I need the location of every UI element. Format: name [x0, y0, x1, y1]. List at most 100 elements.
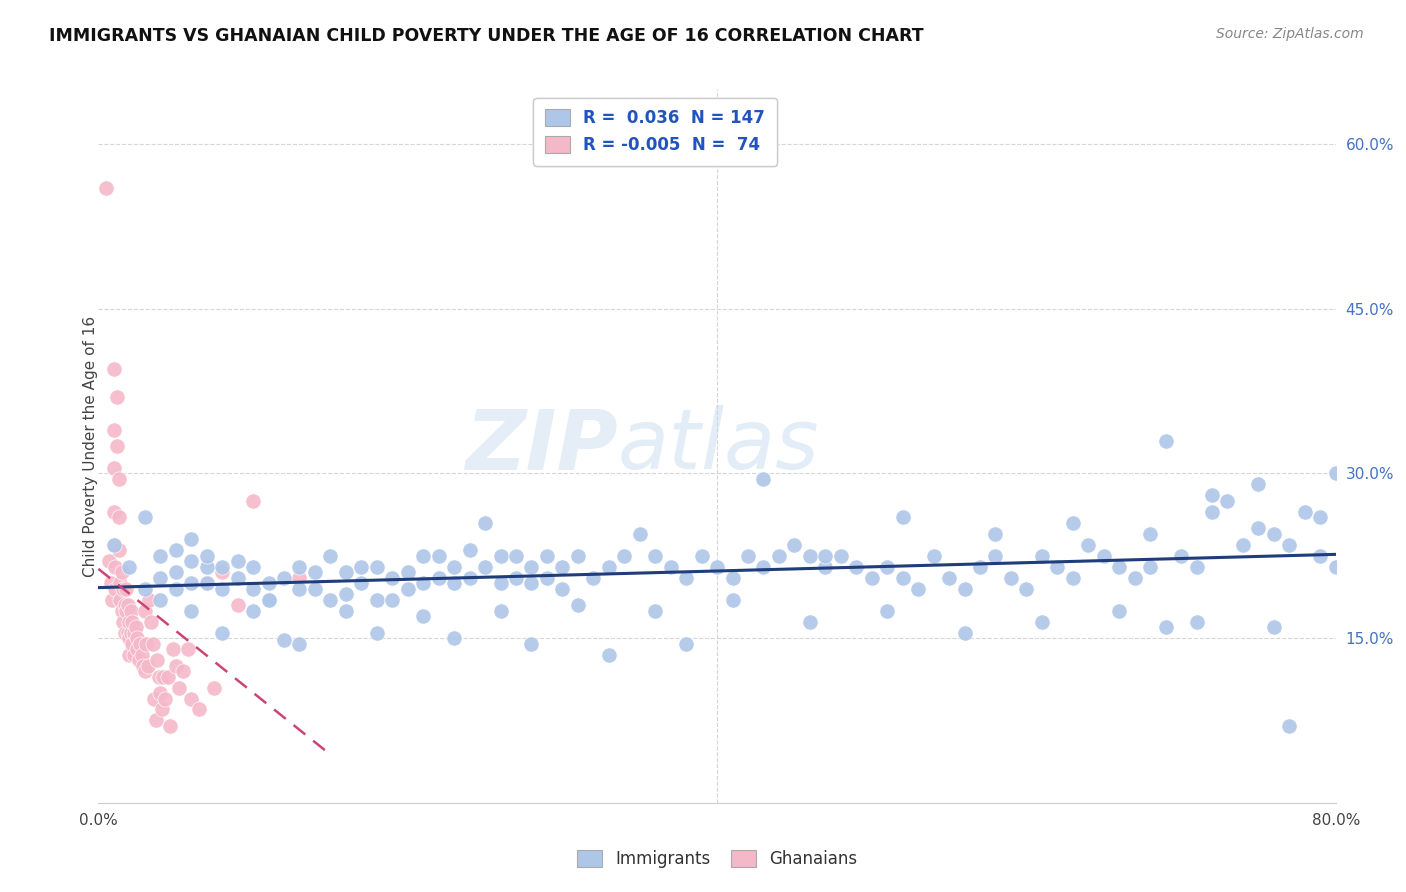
- Point: [107, 472, 129, 486]
- Point: [103, 505, 125, 519]
- Point: [273, 633, 295, 648]
- Point: [598, 648, 620, 662]
- Point: [628, 526, 651, 541]
- Point: [165, 543, 187, 558]
- Point: [107, 543, 129, 558]
- Point: [165, 582, 187, 596]
- Point: [969, 559, 991, 574]
- Point: [582, 571, 605, 585]
- Point: [304, 582, 326, 596]
- Point: [752, 559, 775, 574]
- Point: [366, 559, 388, 574]
- Point: [121, 615, 143, 629]
- Point: [162, 642, 184, 657]
- Point: [1324, 559, 1347, 574]
- Point: [1309, 510, 1331, 524]
- Point: [1031, 549, 1053, 563]
- Point: [366, 625, 388, 640]
- Point: [122, 625, 145, 640]
- Point: [142, 637, 165, 651]
- Point: [520, 637, 543, 651]
- Point: [128, 653, 150, 667]
- Point: [226, 571, 249, 585]
- Point: [188, 702, 211, 716]
- Point: [922, 549, 945, 563]
- Point: [159, 719, 181, 733]
- Point: [1092, 549, 1115, 563]
- Point: [112, 582, 135, 596]
- Point: [644, 549, 666, 563]
- Point: [381, 571, 404, 585]
- Point: [520, 559, 543, 574]
- Point: [427, 571, 450, 585]
- Point: [152, 669, 174, 683]
- Point: [118, 615, 141, 629]
- Point: [1108, 604, 1130, 618]
- Point: [134, 664, 156, 678]
- Point: [443, 576, 465, 591]
- Point: [520, 576, 543, 591]
- Point: [138, 592, 160, 607]
- Point: [768, 549, 790, 563]
- Point: [118, 648, 141, 662]
- Point: [98, 554, 121, 568]
- Point: [489, 549, 512, 563]
- Point: [412, 549, 434, 563]
- Point: [103, 538, 125, 552]
- Point: [180, 604, 202, 618]
- Point: [131, 648, 153, 662]
- Point: [876, 559, 898, 574]
- Point: [860, 571, 883, 585]
- Point: [195, 559, 218, 574]
- Point: [938, 571, 960, 585]
- Point: [114, 625, 136, 640]
- Point: [1201, 488, 1223, 502]
- Point: [146, 653, 169, 667]
- Point: [814, 549, 837, 563]
- Point: [536, 549, 558, 563]
- Point: [211, 566, 233, 580]
- Point: [799, 615, 821, 629]
- Point: [288, 637, 311, 651]
- Point: [104, 559, 127, 574]
- Point: [105, 390, 128, 404]
- Point: [195, 576, 218, 591]
- Point: [412, 609, 434, 624]
- Point: [148, 669, 170, 683]
- Point: [104, 582, 127, 596]
- Point: [1278, 538, 1301, 552]
- Point: [381, 592, 404, 607]
- Point: [129, 637, 152, 651]
- Point: [396, 566, 419, 580]
- Point: [180, 533, 202, 547]
- Point: [134, 582, 156, 596]
- Point: [118, 559, 141, 574]
- Point: [474, 559, 496, 574]
- Point: [103, 461, 125, 475]
- Point: [226, 554, 249, 568]
- Point: [783, 538, 806, 552]
- Point: [153, 691, 176, 706]
- Point: [350, 576, 373, 591]
- Point: [242, 494, 264, 508]
- Point: [121, 637, 143, 651]
- Point: [117, 625, 139, 640]
- Point: [117, 598, 139, 612]
- Point: [304, 566, 326, 580]
- Point: [149, 686, 172, 700]
- Point: [675, 571, 697, 585]
- Point: [165, 658, 187, 673]
- Point: [489, 604, 512, 618]
- Point: [195, 549, 218, 563]
- Point: [1324, 467, 1347, 481]
- Point: [721, 592, 744, 607]
- Point: [443, 631, 465, 645]
- Point: [1170, 549, 1192, 563]
- Point: [613, 549, 636, 563]
- Point: [177, 642, 200, 657]
- Point: [706, 559, 728, 574]
- Point: [157, 669, 180, 683]
- Point: [108, 576, 131, 591]
- Point: [474, 516, 496, 530]
- Point: [690, 549, 713, 563]
